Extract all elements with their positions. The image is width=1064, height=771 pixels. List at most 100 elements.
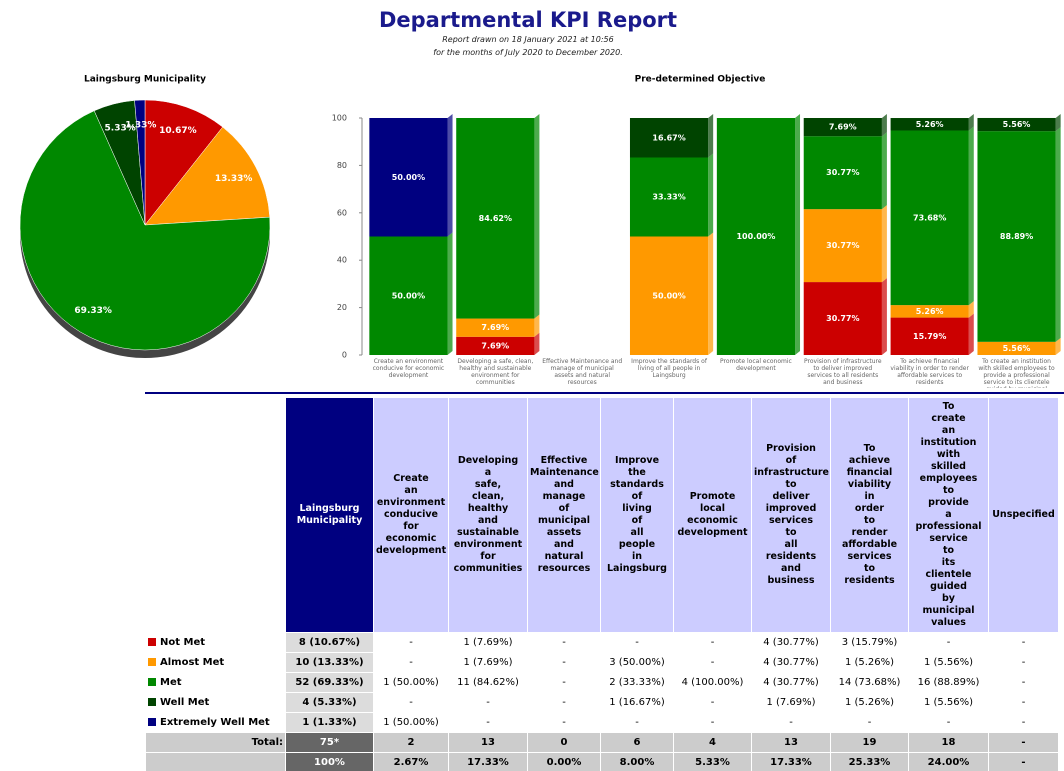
legend-swatch xyxy=(148,638,156,646)
table-cell: - xyxy=(988,632,1059,653)
bar-side xyxy=(968,313,974,355)
table-cell: 1 (5.26%) xyxy=(830,652,909,673)
table-cell: 10 (13.33%) xyxy=(285,652,374,673)
table-cell: - xyxy=(527,712,601,733)
table-cell: 16 (88.89%) xyxy=(908,672,989,693)
table-cell: 1 (1.33%) xyxy=(285,712,374,733)
bar-value-label: 33.33% xyxy=(652,193,685,202)
bar-value-label: 16.67% xyxy=(652,133,685,142)
percentage-cell: - xyxy=(988,752,1059,771)
bar-side xyxy=(968,114,974,131)
table-cell: - xyxy=(988,692,1059,713)
total-cell: - xyxy=(988,732,1059,753)
table-cell: 1 (50.00%) xyxy=(373,672,449,693)
bar-value-label: 5.56% xyxy=(1003,120,1031,129)
legend-label: Extremely Well Met xyxy=(160,717,270,728)
bar-side xyxy=(1055,113,1061,132)
y-tick-label: 0 xyxy=(342,351,347,360)
y-tick-label: 60 xyxy=(337,208,347,217)
bar-side xyxy=(1055,127,1061,342)
bar-segment xyxy=(629,118,709,158)
bar-value-label: 73.68% xyxy=(913,213,946,222)
percentage-cell: 24.00% xyxy=(908,752,989,771)
data-row: Not Met 8 (10.67%) -1 (7.69%) - - -4 (30.77%)… xyxy=(145,632,1059,653)
percentage-cell: 2.67% xyxy=(373,752,449,771)
legend-cell: Extremely Well Met xyxy=(145,712,286,733)
report-subtitle: for the months of July 2020 to December … xyxy=(433,48,623,57)
table-cell: 1 (7.69%) xyxy=(448,632,528,653)
x-tick-label: To create an institution with skilled em… xyxy=(978,358,1055,388)
legend-swatch xyxy=(148,718,156,726)
table-cell: - xyxy=(373,632,449,653)
table-cell: - xyxy=(908,632,989,653)
table-cell: - xyxy=(673,652,752,673)
header-cell: To create an institution with skilled em… xyxy=(908,397,989,633)
table-cell: 4 (30.77%) xyxy=(751,652,831,673)
bar-value-label: 5.26% xyxy=(916,307,944,316)
bar-value-label: 30.77% xyxy=(826,168,859,177)
bar-segment xyxy=(977,341,1056,355)
bar-value-label: 100.00% xyxy=(736,232,775,241)
table-cell: - xyxy=(527,632,601,653)
header-cell: Laingsburg Municipality xyxy=(285,397,374,633)
bar-segment xyxy=(803,282,882,355)
table-cell: 4 (30.77%) xyxy=(751,632,831,653)
report-title: Departmental KPI Report xyxy=(378,8,678,32)
table-cell: 3 (15.79%) xyxy=(830,632,909,653)
header-cell: Provision of infrastructure to deliver i… xyxy=(751,397,831,633)
table-cell: - xyxy=(830,712,909,733)
table-cell: 52 (69.33%) xyxy=(285,672,374,693)
bar-segment xyxy=(716,118,796,355)
bar-value-label: 50.00% xyxy=(392,291,425,300)
data-row: Almost Met 10 (13.33%) -1 (7.69%) -3 (50.00… xyxy=(145,652,1059,673)
bar-value-label: 7.69% xyxy=(829,123,857,132)
bar-side xyxy=(534,332,540,355)
percentage-row: 100% 2.67% 17.33% 0.00% 8.00% 5.33% 17.33% 25.3… xyxy=(145,752,1059,771)
table-cell: - xyxy=(600,632,674,653)
bar-side xyxy=(881,114,887,137)
bar-side xyxy=(795,114,801,355)
table-cell: 1 (7.69%) xyxy=(751,692,831,713)
table-cell: 2 (33.33%) xyxy=(600,672,674,693)
header-cell: To achieve financial viability in order … xyxy=(830,397,909,633)
total-cell: 0 xyxy=(527,732,601,753)
total-label-blank xyxy=(145,752,286,771)
x-tick-label: Developing a safe, clean, healthy and su… xyxy=(457,358,534,386)
bar-side xyxy=(881,132,887,210)
x-tick-label: Effective Maintenance and manage of muni… xyxy=(542,358,623,386)
x-tick-label: Provision of infrastructure to deliver i… xyxy=(804,358,882,386)
total-cell: 75* xyxy=(285,732,374,753)
bar-side xyxy=(708,114,714,158)
legend-cell: Not Met xyxy=(145,632,286,653)
bar-value-label: 30.77% xyxy=(826,241,859,250)
bar-segment xyxy=(890,305,969,318)
total-cell: 2 xyxy=(373,732,449,753)
total-row: Total: 75* 2 13 0 6 4 13 19 18- xyxy=(145,732,1059,753)
bar-segment xyxy=(890,130,969,306)
bar-side xyxy=(447,114,453,237)
data-row: Well Met 4 (5.33%) - - -1 (16.67%) -1 (7.69%)… xyxy=(145,692,1059,713)
table-cell: - xyxy=(673,692,752,713)
header-cell: Improve the standards of living of all p… xyxy=(600,397,674,633)
bar-side xyxy=(1055,337,1061,355)
table-cell: - xyxy=(448,712,528,733)
bar-side xyxy=(968,126,974,306)
charts: Laingsburg Municipality Pre-determined O… xyxy=(19,75,1064,394)
x-tick-label: Promote local economic development xyxy=(720,358,792,372)
percentage-cell: 0.00% xyxy=(527,752,601,771)
table-cell: - xyxy=(673,712,752,733)
table-cell: - xyxy=(527,652,601,673)
header-cell xyxy=(145,397,286,633)
header-cell: Promote local economic development xyxy=(673,397,752,633)
table-cell: 11 (84.62%) xyxy=(448,672,528,693)
bar-value-label: 50.00% xyxy=(652,291,685,300)
bar-side xyxy=(881,278,887,355)
table-cell: - xyxy=(988,652,1059,673)
pie-slice xyxy=(144,99,224,226)
header-cell: Effective Maintenance and manage of muni… xyxy=(527,397,601,633)
header-row: Laingsburg Municipality Create an environ… xyxy=(145,397,1059,633)
legend-swatch xyxy=(148,658,156,666)
y-tick-label: 80 xyxy=(337,161,347,170)
total-cell: 13 xyxy=(448,732,528,753)
